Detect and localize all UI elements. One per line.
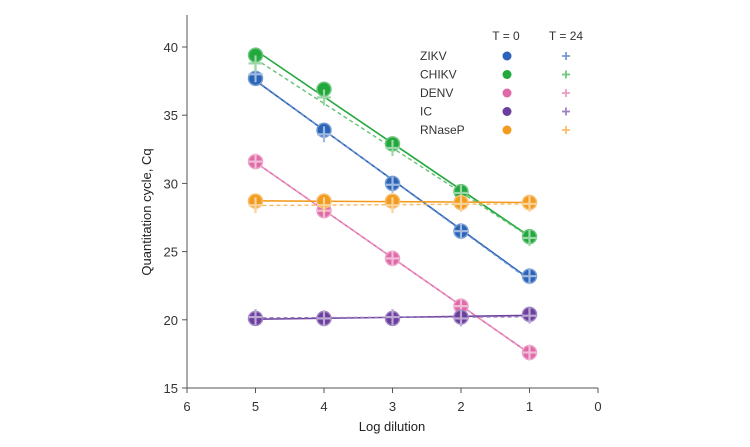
x-tick-label: 5 (252, 399, 259, 414)
y-tick-label: 15 (164, 381, 178, 396)
point-t24-rnasep (248, 197, 263, 214)
legend-marker-t0-chikv (502, 70, 512, 79)
y-tick-label: 25 (164, 245, 178, 260)
legend-marker-t24-zikv (562, 52, 570, 60)
point-t24-rnasep (385, 197, 400, 214)
legend-marker-t0-denv (502, 88, 512, 98)
legend-rows: ZIKV CHIKV DENV IC RNaseP (420, 49, 570, 137)
legend-label-denv: DENV (420, 86, 453, 100)
legend-marker-t24-denv (562, 89, 570, 97)
point-t24-zikv (317, 126, 331, 143)
x-tick-label: 6 (183, 399, 190, 414)
legend-label-rnasep: RNaseP (420, 123, 465, 137)
fit-line-t24-ic (255, 316, 530, 319)
point-t24-denv (385, 250, 400, 267)
point-t24-chikv (385, 139, 400, 156)
x-tick-label: 0 (594, 399, 601, 414)
point-t24-denv (248, 153, 263, 170)
point-t24-zikv (522, 268, 537, 285)
point-t24-zikv (385, 176, 400, 193)
legend-marker-t0-zikv (502, 51, 512, 61)
point-t24-rnasep (522, 195, 537, 212)
point-t24-ic (385, 309, 400, 326)
point-t24-chikv (317, 89, 331, 106)
point-t24-rnasep (454, 195, 468, 212)
x-axis-label: Log dilution (359, 419, 426, 434)
legend-header-t24: T = 24 (549, 29, 583, 43)
legend-marker-t24-chikv (562, 70, 570, 79)
legend-label-zikv: ZIKV (420, 49, 447, 63)
legend-marker-t0-rnasep (502, 125, 512, 135)
point-t24-rnasep (317, 197, 331, 214)
legend-marker-t24-ic (562, 107, 570, 116)
x-ticks: 6 5 4 3 2 1 0 (183, 388, 602, 414)
point-t24-ic (317, 310, 331, 327)
point-t24-denv (522, 344, 537, 361)
x-tick-label: 2 (457, 399, 464, 414)
point-t24-chikv (248, 55, 263, 72)
legend: T = 0 T = 24 ZIKV CHIKV DENV IC RNaseP (420, 29, 583, 137)
fit-line-t24-rnasep (255, 203, 530, 207)
point-t24-zikv (454, 223, 468, 240)
point-t24-ic (522, 307, 537, 324)
y-tick-label: 40 (164, 40, 178, 55)
x-tick-label: 3 (389, 399, 396, 414)
y-axis-label: Quantitation cycle, Cq (139, 148, 154, 275)
point-t24-chikv (522, 229, 537, 246)
data-markers (247, 47, 538, 361)
x-tick-label: 1 (526, 399, 533, 414)
point-t24-ic (248, 309, 263, 326)
legend-label-ic: IC (420, 105, 432, 119)
point-t24-ic (454, 310, 468, 327)
legend-marker-t24-rnasep (562, 126, 570, 134)
legend-label-chikv: CHIKV (420, 68, 457, 82)
y-tick-label: 30 (164, 176, 178, 191)
x-tick-label: 4 (320, 399, 327, 414)
legend-marker-t0-ic (502, 107, 512, 116)
y-ticks: 15 20 25 30 35 40 (164, 40, 187, 396)
y-tick-label: 20 (164, 313, 178, 328)
y-tick-label: 35 (164, 108, 178, 123)
legend-header-t0: T = 0 (492, 29, 520, 43)
